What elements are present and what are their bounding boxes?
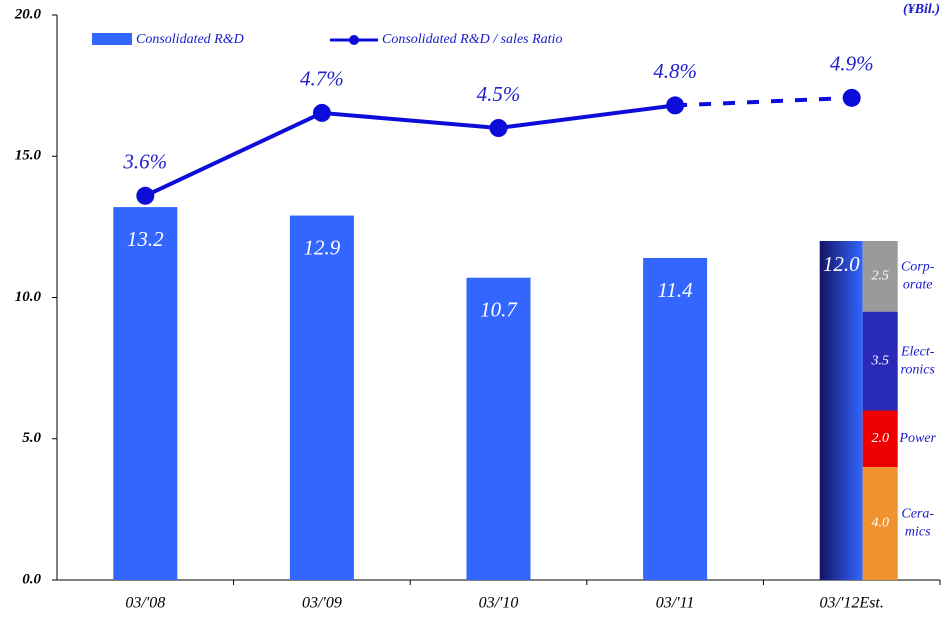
bar [819,241,863,580]
bar-value-label: 10.7 [480,298,518,322]
bar [113,207,178,580]
y-tick-label: 5.0 [22,430,41,446]
line-point [842,88,861,107]
bar [289,215,354,580]
line-point [136,186,155,205]
line-segment [498,103,676,130]
bar-value-label: 11.4 [657,278,693,302]
legend-marker [349,35,359,45]
breakdown-segment [862,241,898,312]
breakdown-value-label: 3.5 [870,353,889,368]
unit-label: (¥Bil.) [903,2,940,17]
breakdown-value-label: 4.0 [871,516,889,531]
breakdown-name: Power [898,431,936,446]
line-segment [144,111,323,198]
line-value-label: 4.7% [300,67,344,91]
y-tick-label: 15.0 [15,148,42,164]
line-point [666,96,685,115]
bar [643,257,708,580]
line-segment [321,110,499,130]
legend-swatch [92,33,132,45]
breakdown-segment [862,410,898,467]
bar-value-label: 13.2 [127,227,164,251]
breakdown-value-label: 2.0 [871,431,889,446]
x-tick-label: 03/'10 [479,595,519,612]
x-tick-label: 03/'11 [656,595,695,612]
breakdown-segment [862,311,898,411]
line-value-label: 4.5% [477,82,521,106]
breakdown-name: Corp- [901,260,935,275]
breakdown-name: ronics [900,362,935,377]
breakdown-name: Cera- [901,507,934,522]
x-tick-label: 03/'08 [125,595,165,612]
bar [466,277,531,580]
y-tick-label: 10.0 [15,289,42,305]
legend-label: Consolidated R&D [136,32,244,47]
bar-value-label: 12.9 [304,235,341,259]
breakdown-segment [862,467,898,580]
line-point [489,119,508,137]
legend-label: Consolidated R&D / sales Ratio [382,32,562,47]
x-tick-label: 03/'12Est. [820,595,884,612]
y-tick-label: 20.0 [14,6,42,22]
line-point [312,103,331,122]
line-value-label: 3.6% [122,150,167,174]
line-value-label: 4.8% [653,59,697,83]
line-segment [675,95,852,108]
breakdown-name: mics [905,525,931,540]
breakdown-value-label: 2.5 [871,269,889,284]
breakdown-name: orate [903,278,933,293]
breakdown-name: Elect- [900,344,935,359]
bar-value-label: 12.0 [823,252,860,276]
line-value-label: 4.9% [830,52,874,76]
x-tick-label: 03/'09 [302,595,342,612]
y-tick-label: 0.0 [22,571,41,587]
